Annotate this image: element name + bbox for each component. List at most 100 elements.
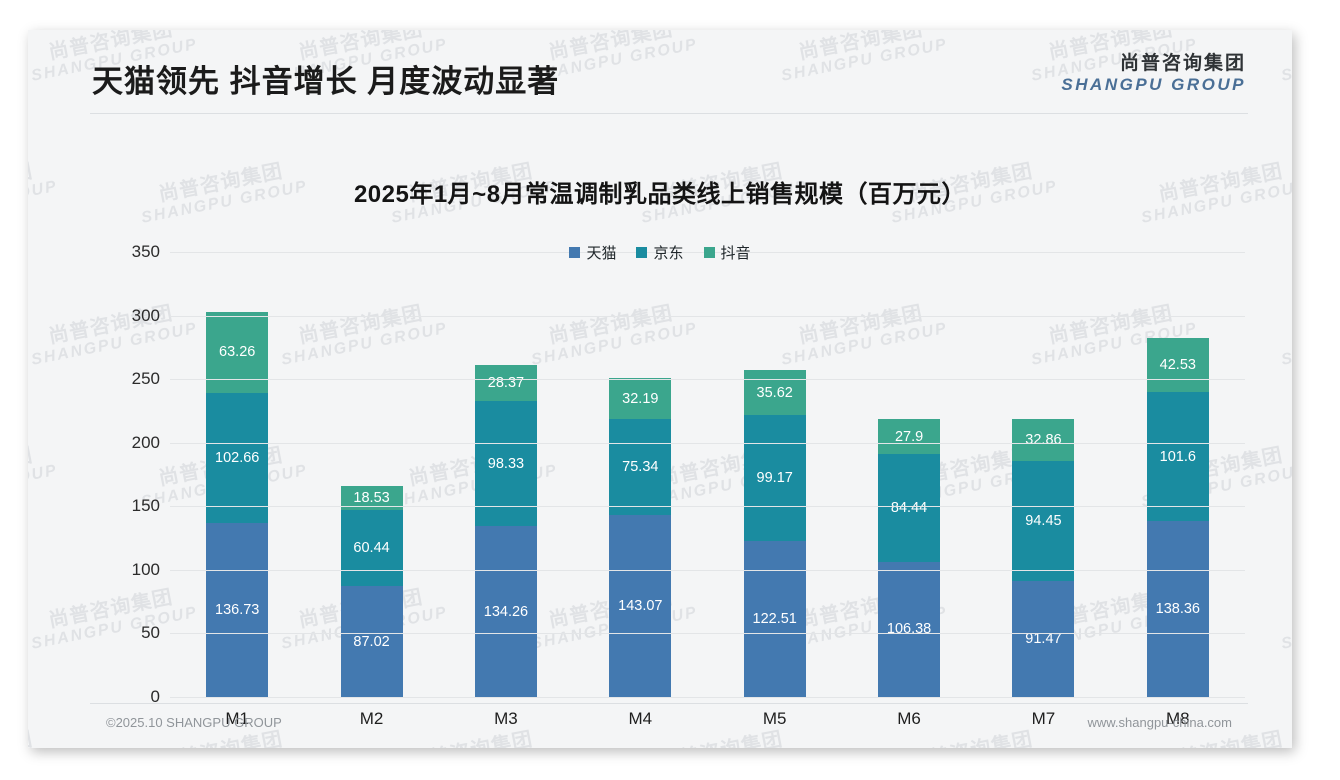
bar-segment[interactable]: 27.9	[878, 418, 941, 455]
gridline	[170, 442, 1245, 444]
bar-segment[interactable]: 138.36	[1146, 521, 1209, 697]
bar-slot: 32.86 94.45 91.47 M7	[976, 252, 1110, 728]
bar-value-label: 32.19	[622, 390, 659, 407]
bar-value-label: 106.38	[886, 621, 932, 638]
bar-stack[interactable]: 27.9 84.44 106.38	[878, 418, 941, 697]
legend-swatch-icon	[569, 247, 581, 258]
bar-stack[interactable]: 32.86 94.45 91.47	[1012, 418, 1075, 697]
bar-segment[interactable]: 32.19	[609, 378, 672, 420]
bar-segment[interactable]: 75.34	[609, 419, 672, 516]
bar-segment[interactable]: 32.86	[1012, 418, 1075, 461]
bar-value-label: 27.9	[894, 428, 924, 445]
bar-slot: 35.62 99.17 122.51 M5	[708, 252, 842, 728]
bar-value-label: 18.53	[353, 489, 390, 506]
x-axis-tick: M4	[628, 709, 653, 728]
bar-stack[interactable]: 28.37 98.33 134.26	[474, 365, 537, 697]
bar-segment[interactable]: 18.53	[340, 485, 403, 510]
bar-segment[interactable]: 106.38	[878, 561, 941, 697]
y-axis-tick: 250	[131, 369, 160, 389]
bar-value-label: 63.26	[219, 344, 256, 361]
bar-segment[interactable]: 28.37	[474, 365, 537, 402]
header-divider	[90, 113, 1248, 114]
legend-item-1[interactable]: 京东	[636, 242, 684, 263]
bar-segment[interactable]: 143.07	[609, 515, 672, 697]
bar-stack[interactable]: 42.53 101.6 138.36	[1146, 337, 1209, 697]
footer-divider	[90, 703, 1248, 704]
legend-label: 天猫	[586, 245, 617, 262]
x-axis-tick: M7	[1031, 709, 1056, 728]
bar-segment[interactable]: 134.26	[474, 526, 537, 697]
x-axis-tick: M3	[494, 709, 518, 728]
bar-value-label: 84.44	[890, 500, 928, 517]
bar-segment[interactable]: 42.53	[1146, 337, 1209, 392]
bar-value-label: 87.02	[353, 633, 390, 650]
y-axis-tick: 100	[131, 559, 160, 579]
legend-label: 抖音	[720, 245, 751, 262]
bar-segment[interactable]: 102.66	[206, 392, 269, 524]
bar-segment[interactable]: 101.6	[1146, 391, 1209, 522]
bar-stack[interactable]: 35.62 99.17 122.51	[743, 369, 806, 697]
chart-axes: 63.26 102.66 136.73 M1 18.53 60.44 87.02 M2 28.3…	[132, 242, 1245, 728]
bar-slot: 32.19 75.34 143.07 M4	[573, 252, 707, 728]
bar-value-label: 94.45	[1025, 512, 1062, 529]
legend-item-0[interactable]: 天猫	[569, 242, 616, 263]
legend-swatch-icon	[703, 247, 715, 258]
y-axis-tick: 0	[150, 687, 160, 706]
bar-segment[interactable]: 91.47	[1012, 580, 1075, 697]
bar-value-label: 35.62	[756, 384, 793, 401]
brand-logo-en: SHANGPU GROUP	[1061, 74, 1246, 94]
bar-stack[interactable]: 63.26 102.66 136.73	[206, 312, 269, 697]
gridline	[170, 697, 1245, 698]
bar-value-label: 42.53	[1159, 356, 1196, 373]
bar-value-label: 60.44	[353, 539, 390, 556]
bar-value-label: 75.34	[622, 459, 659, 476]
bar-segment[interactable]: 35.62	[743, 369, 806, 416]
bar-segment[interactable]: 87.02	[340, 586, 403, 697]
chart-title: 2025年1月~8月常温调制乳品类线上销售规模（百万元）	[353, 181, 967, 208]
bar-value-label: 28.37	[487, 375, 525, 392]
bar-value-label: 102.66	[215, 449, 260, 466]
bar-stack[interactable]: 32.19 75.34 143.07	[609, 378, 672, 697]
bar-segment[interactable]: 94.45	[1012, 460, 1075, 581]
bar-slot: 42.53 101.6 138.36 M8	[1111, 252, 1245, 728]
bar-slot: 28.37 98.33 134.26 M3	[439, 252, 573, 728]
bar-value-label: 98.33	[487, 455, 525, 472]
gridline	[170, 315, 1245, 317]
x-axis-tick: M5	[762, 709, 787, 728]
bar-segment[interactable]: 98.33	[474, 401, 537, 527]
bar-segment[interactable]: 60.44	[340, 509, 403, 587]
bar-segment[interactable]: 63.26	[206, 312, 269, 393]
brand-logo: 尚普咨询集团 SHANGPU GROUP	[1061, 54, 1246, 94]
bar-slot: 27.9 84.44 106.38 M6	[842, 252, 976, 728]
bar-stack[interactable]: 18.53 60.44 87.02	[340, 485, 403, 697]
gridline	[170, 633, 1245, 635]
x-axis-tick: M1	[225, 709, 249, 728]
bar-value-label: 122.51	[752, 611, 797, 628]
bar-slot: 18.53 60.44 87.02 M2	[304, 252, 438, 728]
bar-group: 63.26 102.66 136.73 M1 18.53 60.44 87.02 M2 28.3…	[170, 252, 1245, 728]
legend-label: 京东	[653, 245, 684, 262]
footer-copyright: ©2025.10 SHANGPU GROUP	[106, 715, 282, 730]
x-axis-tick: M6	[897, 709, 921, 728]
y-axis-tick: 50	[141, 623, 160, 643]
y-axis-tick: 300	[131, 305, 160, 325]
y-axis-tick: 150	[131, 496, 160, 516]
bar-segment[interactable]: 99.17	[743, 415, 806, 542]
gridline	[170, 506, 1245, 508]
bar-value-label: 101.6	[1159, 448, 1196, 465]
footer-website[interactable]: www.shangpu-china.com	[1087, 715, 1232, 730]
bar-segment[interactable]: 122.51	[743, 541, 806, 697]
legend-item-2[interactable]: 抖音	[703, 242, 751, 263]
bar-value-label: 136.73	[215, 602, 260, 619]
slide-card: 尚普咨询集团 SHANGPU GROUP 尚普咨询集团 SHANGPU GROUP 尚普…	[28, 30, 1292, 748]
y-axis-tick: 200	[131, 432, 160, 452]
chart-plot-area: 63.26 102.66 136.73 M1 18.53 60.44 87.02 M2 28.3…	[28, 30, 1292, 748]
chart-legend: 天猫 京东 抖音	[28, 242, 1292, 263]
bar-value-label: 91.47	[1025, 630, 1062, 647]
bar-segment[interactable]: 84.44	[878, 454, 941, 562]
bar-slot: 63.26 102.66 136.73 M1	[170, 252, 304, 728]
bar-segment[interactable]: 136.73	[206, 523, 269, 697]
bar-value-label: 134.26	[483, 603, 529, 620]
page-title: 天猫领先 抖音增长 月度波动显著	[92, 64, 560, 99]
